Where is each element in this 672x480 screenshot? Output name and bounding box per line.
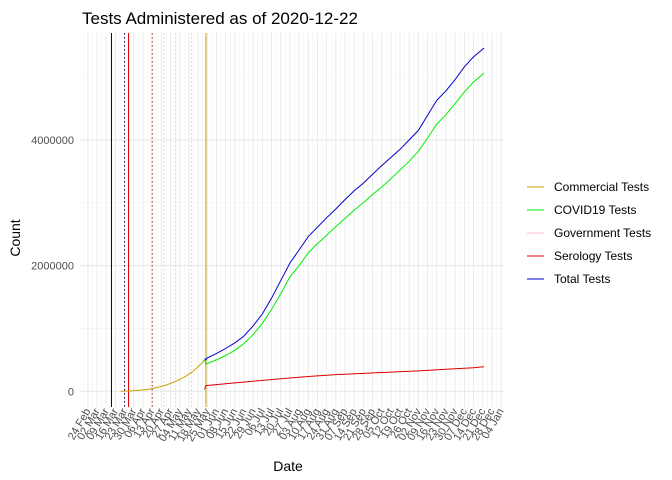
- legend-label: Serology Tests: [554, 249, 633, 263]
- series-line: [120, 359, 205, 392]
- series-line: [204, 47, 485, 361]
- y-tick-label: 4000000: [31, 135, 74, 147]
- legend-label: Commercial Tests: [554, 180, 649, 194]
- y-tick-label: 2000000: [31, 261, 74, 273]
- series-line: [204, 72, 485, 366]
- x-axis-label: Date: [273, 458, 303, 474]
- reference-lines: [110, 33, 207, 407]
- chart-title: Tests Administered as of 2020-12-22: [82, 9, 358, 28]
- legend-label: Government Tests: [554, 226, 651, 240]
- series-lines: [120, 47, 485, 392]
- series-line: [204, 366, 485, 390]
- y-axis-ticks: 0 2000000 4000000: [31, 135, 74, 398]
- y-tick-label: 0: [68, 386, 74, 398]
- legend-label: Total Tests: [554, 272, 610, 286]
- y-axis-label: Count: [7, 219, 23, 256]
- grid: [80, 33, 505, 407]
- legend: Commercial Tests COVID19 Tests Government …: [527, 180, 651, 286]
- legend-label: COVID19 Tests: [554, 203, 636, 217]
